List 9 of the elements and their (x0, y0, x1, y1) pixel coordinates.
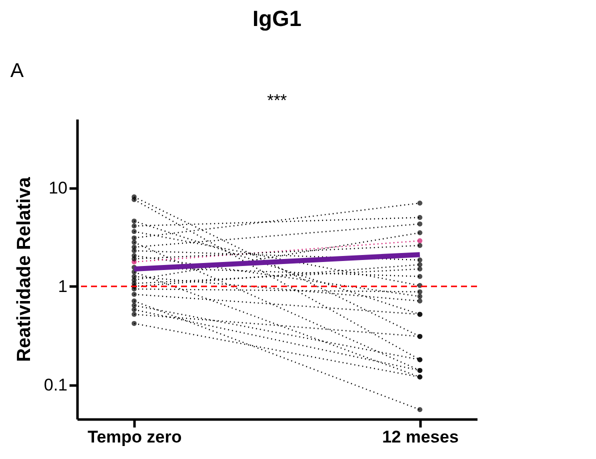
x-tick-label: Tempo zero (88, 428, 182, 446)
x-tick-label: 12 meses (382, 428, 459, 446)
y-axis-title: Reatividade Relativa (14, 176, 35, 362)
text: *** (267, 91, 288, 110)
y-tick-label: 0.1 (44, 375, 68, 394)
chart-title: IgG1 (252, 6, 302, 31)
y-tick-label: 10 (48, 178, 68, 198)
text: A (10, 60, 24, 82)
y-tick-label: 1 (58, 276, 68, 296)
